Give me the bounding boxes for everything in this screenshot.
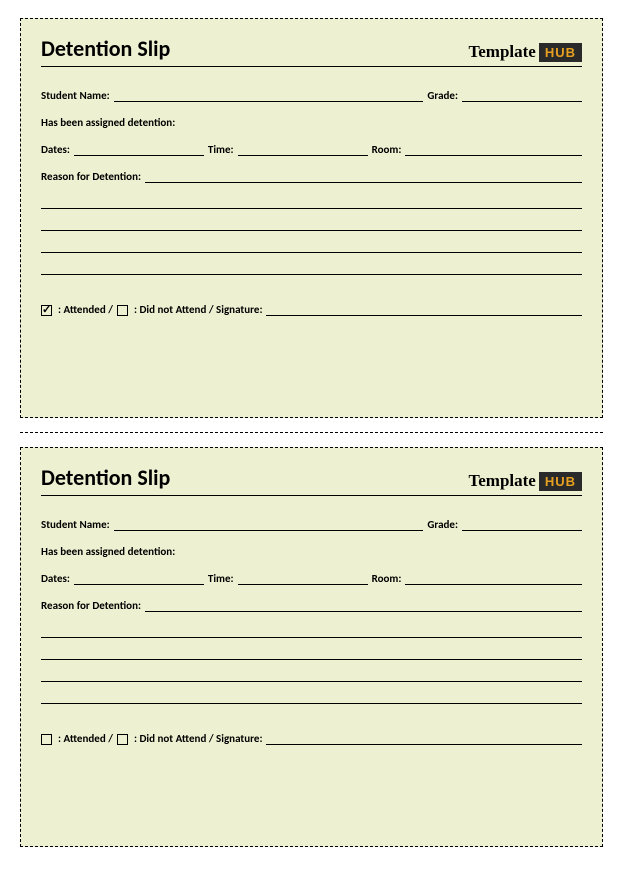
reason-input-4[interactable] bbox=[41, 235, 582, 253]
reason-input-2[interactable] bbox=[41, 620, 582, 638]
reason-row: Reason for Detention: bbox=[41, 170, 582, 183]
dates-input[interactable] bbox=[74, 573, 204, 585]
student-name-label: Student Name: bbox=[41, 89, 110, 102]
slip-header: Detention Slip Template HUB bbox=[41, 35, 582, 67]
reason-input-2[interactable] bbox=[41, 191, 582, 209]
dates-label: Dates: bbox=[41, 143, 70, 156]
signature-input[interactable] bbox=[266, 304, 582, 316]
logo: Template HUB bbox=[468, 471, 582, 491]
time-label: Time: bbox=[208, 143, 234, 156]
logo: Template HUB bbox=[468, 42, 582, 62]
room-input[interactable] bbox=[405, 573, 582, 585]
slip-title: Detention Slip bbox=[41, 35, 170, 62]
logo-template-text: Template bbox=[468, 471, 535, 491]
grade-label: Grade: bbox=[427, 518, 458, 531]
reason-label: Reason for Detention: bbox=[41, 170, 141, 183]
assigned-text: Has been assigned detention: bbox=[41, 545, 582, 558]
reason-input-1[interactable] bbox=[145, 600, 582, 612]
logo-hub-text: HUB bbox=[539, 43, 582, 62]
reason-row: Reason for Detention: bbox=[41, 599, 582, 612]
reason-input-3[interactable] bbox=[41, 213, 582, 231]
dates-input[interactable] bbox=[74, 144, 204, 156]
reason-input-5[interactable] bbox=[41, 686, 582, 704]
grade-input[interactable] bbox=[462, 90, 582, 102]
dates-label: Dates: bbox=[41, 572, 70, 585]
attended-checkbox[interactable] bbox=[41, 734, 52, 745]
dates-time-room-row: Dates: Time: Room: bbox=[41, 143, 582, 156]
dates-time-room-row: Dates: Time: Room: bbox=[41, 572, 582, 585]
student-name-input[interactable] bbox=[114, 519, 424, 531]
assigned-text: Has been assigned detention: bbox=[41, 116, 582, 129]
separator bbox=[20, 432, 603, 433]
room-label: Room: bbox=[372, 572, 402, 585]
reason-input-4[interactable] bbox=[41, 664, 582, 682]
time-label: Time: bbox=[208, 572, 234, 585]
student-name-label: Student Name: bbox=[41, 518, 110, 531]
detention-slip: Detention Slip Template HUB Student Name… bbox=[20, 447, 603, 847]
logo-hub-text: HUB bbox=[539, 472, 582, 491]
logo-template-text: Template bbox=[468, 42, 535, 62]
reason-input-5[interactable] bbox=[41, 257, 582, 275]
not-attend-label: : Did not Attend / Signature: bbox=[134, 303, 263, 316]
not-attend-label: : Did not Attend / Signature: bbox=[134, 732, 263, 745]
attended-label: : Attended / bbox=[58, 303, 113, 316]
attended-label: : Attended / bbox=[58, 732, 113, 745]
slip-header: Detention Slip Template HUB bbox=[41, 464, 582, 496]
slip-title: Detention Slip bbox=[41, 464, 170, 491]
grade-input[interactable] bbox=[462, 519, 582, 531]
attendance-row: : Attended / : Did not Attend / Signatur… bbox=[41, 732, 582, 745]
signature-input[interactable] bbox=[266, 733, 582, 745]
student-name-input[interactable] bbox=[114, 90, 424, 102]
room-label: Room: bbox=[372, 143, 402, 156]
grade-label: Grade: bbox=[427, 89, 458, 102]
time-input[interactable] bbox=[238, 144, 368, 156]
not-attend-checkbox[interactable] bbox=[117, 734, 128, 745]
not-attend-checkbox[interactable] bbox=[117, 305, 128, 316]
detention-slip: Detention Slip Template HUB Student Name… bbox=[20, 18, 603, 418]
reason-input-1[interactable] bbox=[145, 171, 582, 183]
reason-input-3[interactable] bbox=[41, 642, 582, 660]
room-input[interactable] bbox=[405, 144, 582, 156]
attendance-row: : Attended / : Did not Attend / Signatur… bbox=[41, 303, 582, 316]
attended-checkbox[interactable] bbox=[41, 305, 52, 316]
student-name-row: Student Name: Grade: bbox=[41, 518, 582, 531]
time-input[interactable] bbox=[238, 573, 368, 585]
reason-label: Reason for Detention: bbox=[41, 599, 141, 612]
student-name-row: Student Name: Grade: bbox=[41, 89, 582, 102]
